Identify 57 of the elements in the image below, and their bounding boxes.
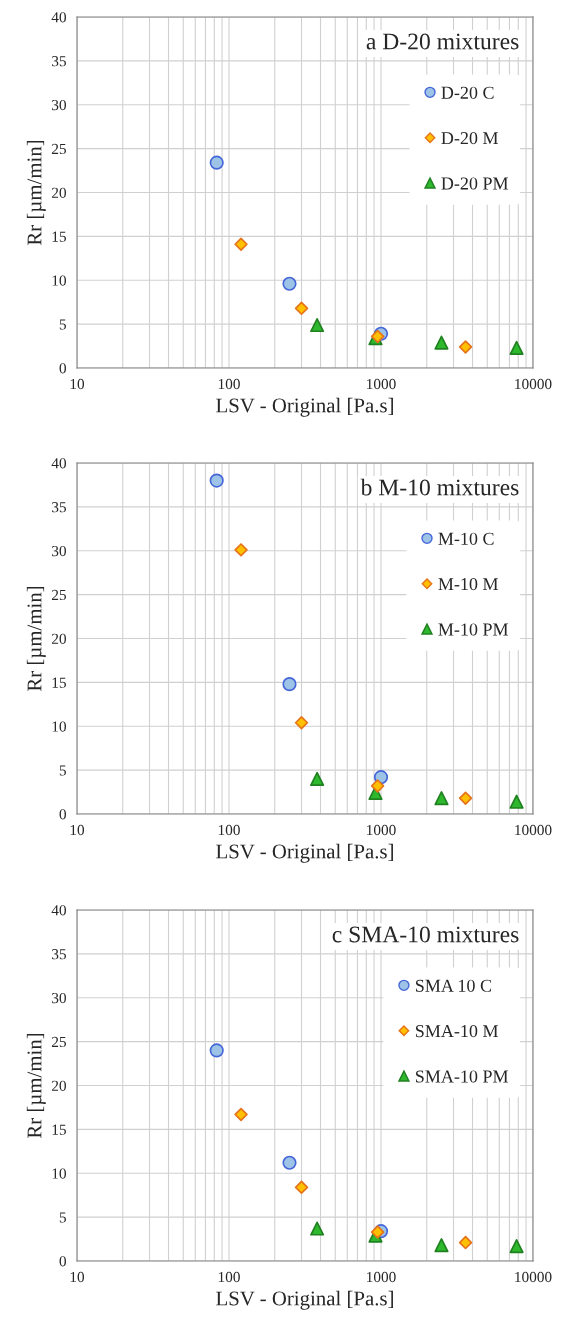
y-tick-label: 0 (59, 809, 66, 820)
x-tick-label: 10000 (515, 824, 552, 836)
x-tick-label: 10000 (515, 1271, 552, 1283)
legend-label: D-20 PM (441, 177, 509, 190)
legend-label: SMA-10 PM (415, 1070, 509, 1083)
y-axis-title: Rr [µm/min] (26, 1033, 46, 1139)
legend-label: M-10 M (438, 578, 499, 591)
y-tick-label: 25 (51, 143, 66, 155)
legend-label: SMA-10 M (415, 1025, 499, 1038)
y-tick-label: 20 (51, 1080, 66, 1091)
y-tick-label: 20 (51, 633, 66, 644)
y-tick-label: 35 (52, 56, 66, 67)
y-tick-label: 10 (52, 1168, 66, 1179)
x-axis-title: LSV - Original [Pa.s] (216, 397, 393, 417)
text: a D-20 mixtures (366, 33, 519, 50)
y-tick-label: 15 (52, 1124, 66, 1135)
x-axis-title: LSV - Original [Pa.s] (216, 1290, 393, 1310)
y-tick-label: 15 (52, 677, 66, 688)
y-axis-title: Rr [µm/min] (26, 586, 46, 692)
text: b M-10 mixtures (360, 478, 519, 496)
y-tick-label: 40 (51, 12, 66, 23)
x-axis-title: LSV - Original [Pa.s] (216, 843, 393, 863)
y-tick-label: 25 (51, 589, 66, 601)
x-tick-label: 1000 (367, 378, 396, 390)
y-tick-label: 20 (51, 187, 66, 198)
y-tick-label: 5 (59, 1212, 66, 1223)
x-tick-label: 10 (70, 378, 85, 390)
y-tick-label: 40 (51, 905, 66, 916)
y-tick-label: 15 (52, 231, 66, 242)
y-tick-label: 5 (59, 319, 66, 330)
y-tick-label: 10 (52, 721, 66, 732)
x-tick-label: 100 (218, 378, 240, 390)
y-tick-label: 10 (52, 275, 66, 286)
legend-label: D-20 M (441, 132, 499, 145)
y-tick-label: 0 (59, 1256, 66, 1267)
y-tick-label: 30 (52, 992, 66, 1004)
x-tick-label: 10000 (515, 378, 552, 390)
y-axis-title: Rr [µm/min] (26, 140, 46, 246)
y-tick-label: 40 (51, 458, 66, 469)
legend-label: D-20 C (441, 86, 494, 99)
x-tick-label: 100 (218, 824, 240, 836)
legend-label: M-10 PM (438, 623, 509, 636)
x-tick-label: 1000 (367, 1271, 396, 1283)
legend-label: SMA 10 C (415, 979, 492, 992)
x-tick-label: 10 (70, 824, 85, 836)
y-tick-label: 35 (52, 949, 66, 960)
x-tick-label: 10 (70, 1271, 85, 1283)
y-tick-label: 5 (59, 765, 66, 776)
y-tick-label: 30 (52, 99, 66, 111)
x-tick-label: 100 (218, 1271, 240, 1283)
x-tick-label: 1000 (367, 824, 396, 836)
y-tick-label: 35 (52, 502, 66, 513)
y-tick-label: 0 (59, 363, 66, 374)
legend-label: M-10 C (438, 532, 494, 545)
y-tick-label: 30 (52, 545, 66, 557)
text: c SMA-10 mixtures (332, 926, 519, 943)
y-tick-label: 25 (51, 1036, 66, 1048)
